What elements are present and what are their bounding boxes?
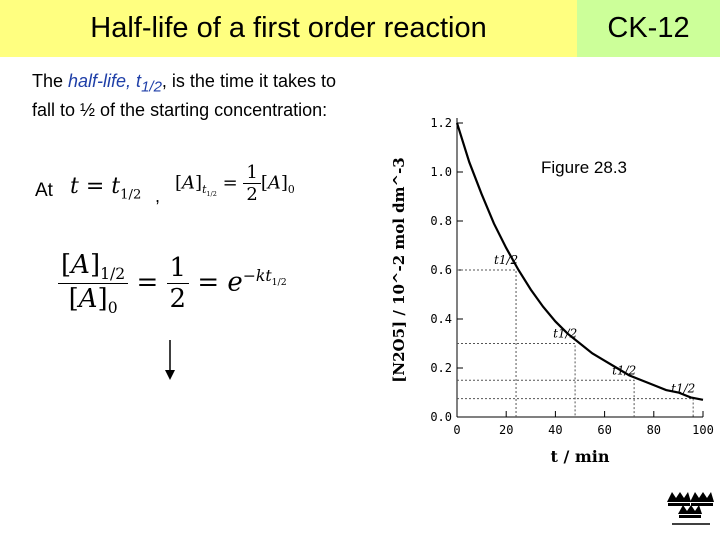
- y-tick-label: 0.2: [430, 361, 452, 375]
- x-tick-label: 40: [548, 423, 562, 437]
- x-tick-label: 80: [647, 423, 661, 437]
- ratio-a-top: A: [71, 250, 90, 280]
- eq-a2: A: [267, 172, 281, 194]
- exp-e: e: [227, 267, 243, 298]
- eq-a2-sub: 0: [287, 183, 295, 197]
- half-life-guide: [457, 379, 635, 417]
- x-tick-label: 100: [692, 423, 714, 437]
- ratio-a-bottom: A: [78, 284, 98, 315]
- title-bar: Half-life of a first order reaction: [0, 0, 577, 57]
- at-label: At: [35, 180, 53, 201]
- concentration-ratio: [A]1/2 [A]0: [58, 250, 129, 318]
- half-life-term: half-life, t1/2: [68, 71, 162, 96]
- eq-a1: A: [182, 172, 196, 194]
- x-tick-label: 0: [453, 423, 460, 437]
- x-tick-label: 60: [597, 423, 611, 437]
- main-equals-2: =: [197, 267, 220, 298]
- y-tick-label: 0.0: [430, 410, 452, 424]
- x-tick-label: 20: [499, 423, 513, 437]
- half-life-subscript: 1/2: [141, 78, 162, 96]
- exp-minus: −: [242, 267, 256, 286]
- main-equals-1: =: [136, 267, 159, 298]
- fraction-denominator: 2: [246, 184, 258, 205]
- y-tick-label: 0.8: [430, 214, 452, 228]
- ratio-bottom-sub: 0: [107, 299, 118, 318]
- intro-text: The half-life, t1/2, is the time it take…: [32, 70, 352, 122]
- half-life-condition-equation: t = t1/2: [70, 174, 141, 202]
- y-tick-label: 1.2: [430, 116, 452, 130]
- figure-label: Figure 28.3: [541, 158, 627, 177]
- concentration-half-equation: [A]t1/2 = 1 2 [A]0: [175, 162, 295, 205]
- eq-a1-t: t: [202, 183, 207, 197]
- eq-equals: =: [85, 174, 105, 199]
- main-numerator: 1: [166, 253, 190, 285]
- brand-box: CK-12: [577, 0, 720, 57]
- y-tick-label: 0.4: [430, 312, 452, 326]
- half-life-chart: 0.00.20.40.60.81.01.20 20 40 60 80 100t1/2t1/…: [390, 116, 714, 466]
- y-axis-label: [N2O5] / 10^-2 mol dm^-3: [390, 157, 408, 382]
- crown-logo-icon: [667, 492, 714, 525]
- decay-curve: [455, 122, 704, 401]
- down-arrow-icon: [165, 340, 175, 380]
- exp-sub: 1/2: [271, 277, 287, 289]
- intro-rest: , is the time it takes to fall to ½ of t…: [32, 71, 336, 120]
- eq-a1-sub: 1/2: [206, 190, 217, 199]
- page-title: Half-life of a first order reaction: [90, 12, 487, 44]
- half-life-marker: t1/2: [612, 363, 636, 377]
- half-life-term-text: half-life, t: [68, 71, 142, 91]
- fraction-numerator: 1: [243, 162, 261, 184]
- brand-name: CK-12: [607, 12, 690, 44]
- y-tick-label: 1.0: [430, 165, 452, 179]
- half-life-guide: [457, 269, 517, 417]
- main-denominator: 2: [169, 284, 187, 315]
- eq-half-subscript: 1/2: [120, 187, 142, 203]
- eq-comma: ,: [155, 186, 161, 206]
- ratio-top-sub: 1/2: [100, 265, 126, 284]
- eq-t-half-symbol: t: [111, 174, 121, 199]
- y-tick-label: 0.6: [430, 263, 452, 277]
- x-axis-label: t / min: [550, 447, 609, 466]
- intro-lead: The: [32, 71, 69, 91]
- eq-t-symbol: t: [70, 174, 79, 199]
- eq-equals-2: =: [222, 172, 238, 194]
